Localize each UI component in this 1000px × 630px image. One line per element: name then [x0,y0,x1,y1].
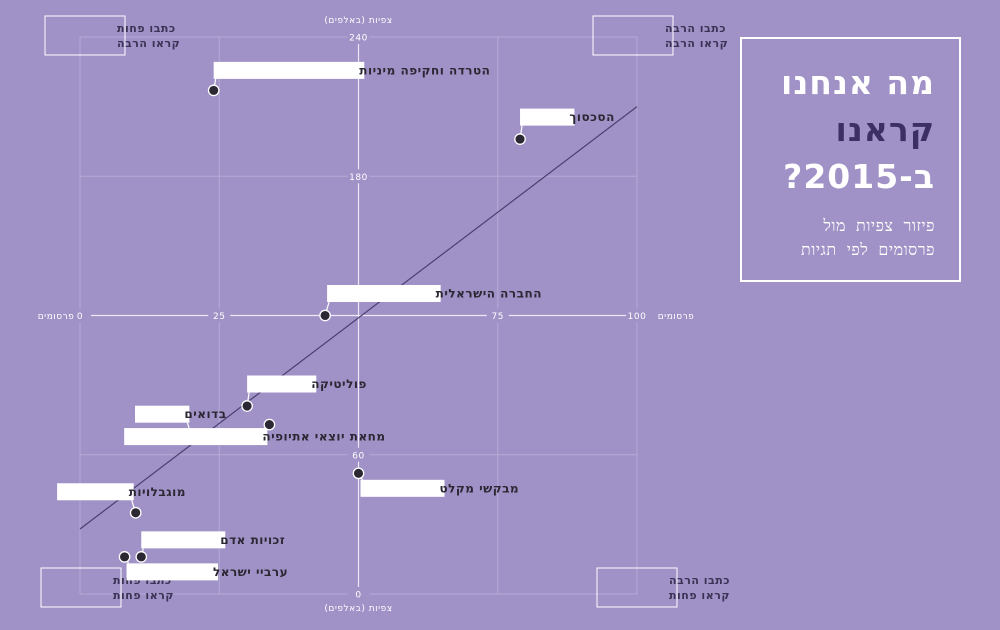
quadrant-label-text: כתבו הרבה [669,574,730,587]
x-tick-label: 0 [77,312,83,322]
point-label: בדואים [184,407,226,421]
data-point-group: זכויות אדם [135,531,285,563]
point-label-box [213,61,365,79]
subtitle-line-2: פרסומים לפי תגיות [800,240,935,259]
data-points: הטרדה וחקיפה מיניות הסכסוך החברה הישראלית פ… [57,61,615,581]
data-point-group: מבקשי מקלט [352,467,520,497]
data-point [207,84,220,97]
x-axis-title-left: פרסומים [38,312,75,322]
quadrant-label-text: קראו הרבה [665,37,728,50]
point-label: זכויות אדם [220,533,285,547]
y-tick-label: 180 [349,173,368,183]
point-label: החברה הישראלית [436,287,542,301]
y-axis-title-top: צפיות (באלפים) [324,16,392,26]
data-point [514,133,526,145]
subtitle: פיזור צפיות מול פרסומים לפי תגיות [742,214,935,262]
point-label-box [247,375,317,393]
data-point-group: ערביי ישראל [118,551,288,581]
data-point [241,400,253,412]
quadrant-box [592,15,674,56]
quadrant-label-top-right: כתבו הרבה קראו הרבה [592,15,728,56]
y-tick-bg [347,587,370,601]
x-tick-label: 25 [213,312,225,322]
y-axis-title-bottom: צפיות (באלפים) [324,604,392,614]
y-tick-label: 60 [352,451,364,461]
quadrant-label-text: קראו הרבה [117,37,180,50]
x-tick-bg [626,308,648,323]
data-point-group: הסכסוך [514,108,615,145]
y-tick-bg [347,447,370,462]
title-line-3: ב-2015? [783,157,935,196]
subtitle-line-1: פיזור צפיות מול [823,216,935,235]
x-tick-bg [486,308,509,323]
x-tick-label: 100 [628,312,647,322]
quadrant-label-bottom-right: כתבו הרבה קראו פחות [596,567,730,608]
y-tick-label: 240 [349,34,368,44]
title-line-2: קראנו [835,110,935,149]
title-line-1: מה אנחנו [781,63,935,102]
point-label: פוליטיקה [311,377,367,391]
point-label-box [520,108,575,126]
point-label-box [327,285,441,302]
data-point-group: הטרדה וחקיפה מיניות [207,61,490,97]
quadrant-label-text: קראו פחות [113,589,174,602]
point-label: הטרדה וחקיפה מיניות [359,63,490,77]
x-tick-label: 75 [492,312,504,322]
point-label: מחאת יוצאי אתיופיה [262,430,385,444]
data-point-group: פוליטיקה [241,375,367,412]
quadrant-label-text: קראו פחות [669,589,730,602]
data-point [135,551,148,563]
point-label: הסכסוך [569,110,614,124]
data-point [319,309,331,322]
data-point-group: החברה הישראלית [319,285,542,322]
quadrant-box [596,567,678,608]
point-label: מבקשי מקלט [440,481,520,495]
quadrant-label-text: כתבו הרבה [665,22,726,35]
point-label-box [57,483,134,501]
data-point [352,467,365,480]
x-axis-title-right: פרסומים [658,312,695,322]
quadrant-label-top-left: כתבו פחות קראו הרבה [44,15,180,56]
point-label: ערביי ישראל [213,565,288,579]
trendline [79,106,638,530]
point-label-box [135,405,190,423]
data-point [263,418,276,431]
quadrant-label-text: כתבו פחות [117,22,176,35]
x-tick-bg [69,308,91,323]
point-label-box [126,563,218,581]
trendline-layer [79,106,638,530]
point-label-box [124,428,268,446]
y-tick-bg [347,30,370,44]
data-point-group: מחאת יוצאי אתיופיה [124,418,386,446]
axes: 0 25 75 100 0 60 180 240 פרסומים פרסומים צפיות (בא… [38,16,695,614]
data-point [129,506,142,519]
data-point [118,551,131,563]
point-label: מוגבלויות [129,485,186,499]
title-panel: מה אנחנו קראנו ב-2015? פיזור צפיות מול פ… [740,37,961,282]
y-tick-label: 0 [355,591,361,601]
x-tick-bg [208,308,231,323]
point-label-box [141,531,226,549]
quadrant-box [44,15,126,56]
y-tick-bg [347,169,370,184]
data-point-group: מוגבלויות [57,483,186,519]
point-label-box [360,479,445,497]
quadrant-box [40,567,122,608]
